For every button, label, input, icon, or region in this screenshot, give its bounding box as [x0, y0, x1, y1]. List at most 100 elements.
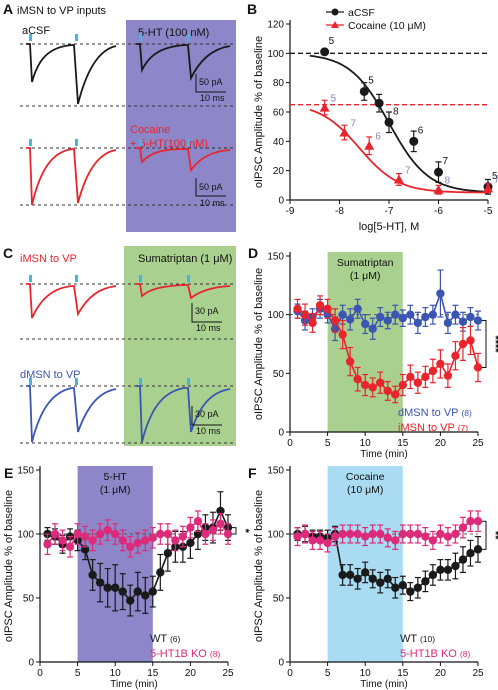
- data-point: [353, 375, 362, 384]
- data-point: [345, 315, 355, 324]
- data-point: [383, 386, 392, 396]
- panel-c-scale-top-pa: 30 pA: [195, 306, 219, 316]
- chart-E: 5-HT(1 μM) E 0 50 100 150 0 5 10 15 20 25 Time (min)…: [3, 465, 251, 690]
- data-point: [398, 581, 407, 590]
- data-point: [65, 542, 75, 551]
- data-point: [338, 570, 347, 580]
- data-point: [376, 529, 385, 539]
- data-point: [186, 538, 195, 548]
- data-point: [156, 568, 165, 577]
- y-tick-label: 50: [273, 369, 285, 380]
- legend-entry: WT (6): [150, 633, 181, 645]
- x-tick-label: 20: [435, 668, 447, 679]
- x-tick-label: 0: [37, 668, 43, 679]
- panel-a-scale-top-ms: 10 ms: [200, 93, 225, 103]
- panel-c-scale-bottom-ms: 10 ms: [196, 426, 221, 436]
- x-axis-label: Time (min): [110, 679, 157, 690]
- panel-a-cocaine-label-1: Cocaine: [130, 124, 170, 136]
- drug-concentration-label: (10 μM): [347, 484, 383, 496]
- data-point: [141, 536, 150, 545]
- data-point: [73, 529, 82, 539]
- data-point: [361, 380, 370, 390]
- legend-series-n: (10): [420, 634, 435, 644]
- x-tick-label: -6: [434, 206, 443, 217]
- data-point: [361, 319, 370, 329]
- y-tick-label: 50: [273, 594, 285, 605]
- data-point: [413, 529, 423, 539]
- data-point: [436, 529, 445, 539]
- data-point: [103, 525, 112, 535]
- data-point: [216, 519, 225, 528]
- data-point: [393, 174, 404, 184]
- legend-series-name: dMSN to VP: [398, 407, 461, 419]
- y-tick-label: 150: [17, 466, 34, 477]
- data-point: [433, 184, 444, 194]
- n-label: 6: [375, 132, 381, 143]
- data-point: [443, 371, 453, 380]
- panel-a-cocaine-5ht-trace: [136, 147, 231, 173]
- x-tick-label: 15: [147, 668, 159, 679]
- x-tick-label: 15: [397, 438, 409, 449]
- data-point: [330, 316, 340, 325]
- panel-a-scale-bottom-pa: 50 pA: [199, 182, 223, 192]
- panel-c-imsn-trace: [26, 283, 117, 319]
- panel-a-acsf-label: aCSF: [22, 25, 50, 37]
- panel-a-5ht-trace: [136, 43, 231, 82]
- data-point: [436, 565, 445, 575]
- drug-label: 5-HT: [104, 471, 128, 483]
- data-point: [368, 529, 377, 539]
- data-point: [171, 536, 180, 545]
- data-point: [353, 304, 362, 313]
- data-point: [148, 533, 157, 543]
- panel-a-5ht-label: 5-HT (100 nM): [138, 27, 209, 39]
- data-point: [338, 310, 347, 319]
- y-tick-label: 150: [267, 466, 284, 477]
- data-point: [133, 587, 142, 596]
- data-point: [466, 336, 475, 345]
- data-point: [398, 529, 407, 539]
- data-point: [409, 136, 419, 146]
- data-point: [368, 574, 377, 583]
- x-tick-label: 5: [325, 438, 331, 449]
- n-label: 6: [418, 125, 424, 136]
- panel-c-sumatriptan-shade: [124, 246, 236, 446]
- x-tick-label: 0: [287, 668, 293, 679]
- data-point: [338, 529, 347, 539]
- data-point: [293, 304, 302, 313]
- data-point: [330, 532, 340, 541]
- legend-entry: 5-HT1B KO (8): [150, 648, 220, 660]
- panel-f-letter: F: [248, 465, 257, 481]
- drug-concentration-label: (1 μM): [350, 270, 381, 282]
- panel-c: C Sumatriptan (1 μM) iMSN to VP 30 pA 10…: [3, 245, 236, 446]
- data-point: [323, 538, 332, 548]
- data-point: [391, 583, 400, 592]
- data-point: [103, 583, 112, 592]
- data-point: [398, 380, 407, 390]
- data-point: [428, 570, 438, 580]
- n-label: 5: [329, 36, 335, 47]
- data-point: [458, 555, 468, 564]
- legend-entry: 5-HT1B KO (8): [400, 648, 470, 660]
- drug-concentration-label: (1 μM): [100, 484, 131, 496]
- drug-label: Cocaine: [346, 471, 385, 483]
- panel-c-dmsn-trace: [26, 385, 117, 443]
- data-point: [421, 532, 430, 541]
- y-tick-label: 100: [17, 530, 34, 541]
- n-label: 8: [445, 176, 451, 187]
- x-tick-label: 15: [397, 668, 409, 679]
- panel-c-scale-bottom-pa: 30 pA: [195, 409, 219, 419]
- data-point: [406, 587, 415, 596]
- data-point: [178, 532, 188, 541]
- data-point: [383, 533, 392, 543]
- panel-c-stim-ticks-top: [29, 275, 190, 282]
- data-point: [95, 529, 105, 539]
- data-point: [413, 583, 423, 592]
- data-point: [300, 310, 310, 319]
- data-point: [58, 536, 67, 545]
- x-tick-label: -8: [335, 206, 344, 217]
- data-point: [436, 289, 445, 298]
- data-point: [434, 167, 443, 177]
- x-tick-label: 10: [360, 668, 372, 679]
- x-tick-label: 5: [325, 668, 331, 679]
